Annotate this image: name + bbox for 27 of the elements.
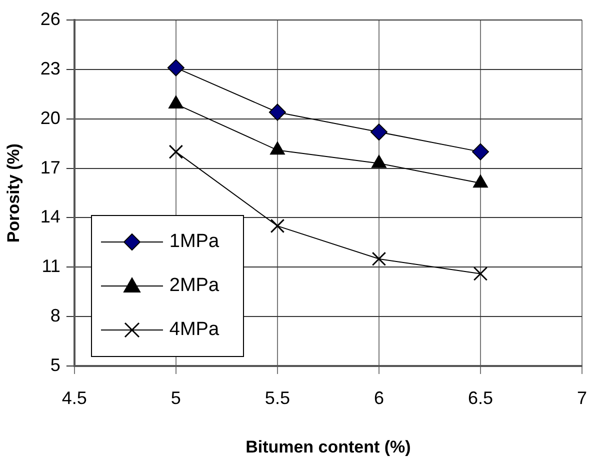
y-tick-label: 8 [50,306,60,326]
x-tick-label: 6 [374,388,384,408]
y-tick-label: 26 [40,8,60,29]
x-tick-label: 5.5 [264,388,290,408]
point [167,59,184,76]
legend-label: 2MPa [169,275,220,297]
point [268,104,286,121]
y-tick-label: 5 [50,354,60,375]
point [472,143,489,160]
y-tick-label: 17 [40,157,60,178]
point [473,266,488,281]
legend-label: 1MPa [169,231,220,253]
y-tick-label: 11 [42,256,60,276]
legend-label: 4MPa [169,319,220,341]
point [370,124,388,141]
y-tick-label: 20 [40,108,60,128]
y-axis-title: Porosity (%) [4,143,23,243]
point [270,218,285,234]
point [372,252,386,266]
x-tick-label: 7 [576,388,587,408]
y-tick-label: 14 [40,206,60,227]
x-tick-label: 6.5 [468,388,493,408]
x-tick-label: 4.5 [62,388,87,408]
y-tick-label: 23 [40,58,60,78]
x-tick-label: 5 [170,388,181,408]
point [168,144,184,159]
x-axis-title: Bitumen content (%) [246,437,411,456]
